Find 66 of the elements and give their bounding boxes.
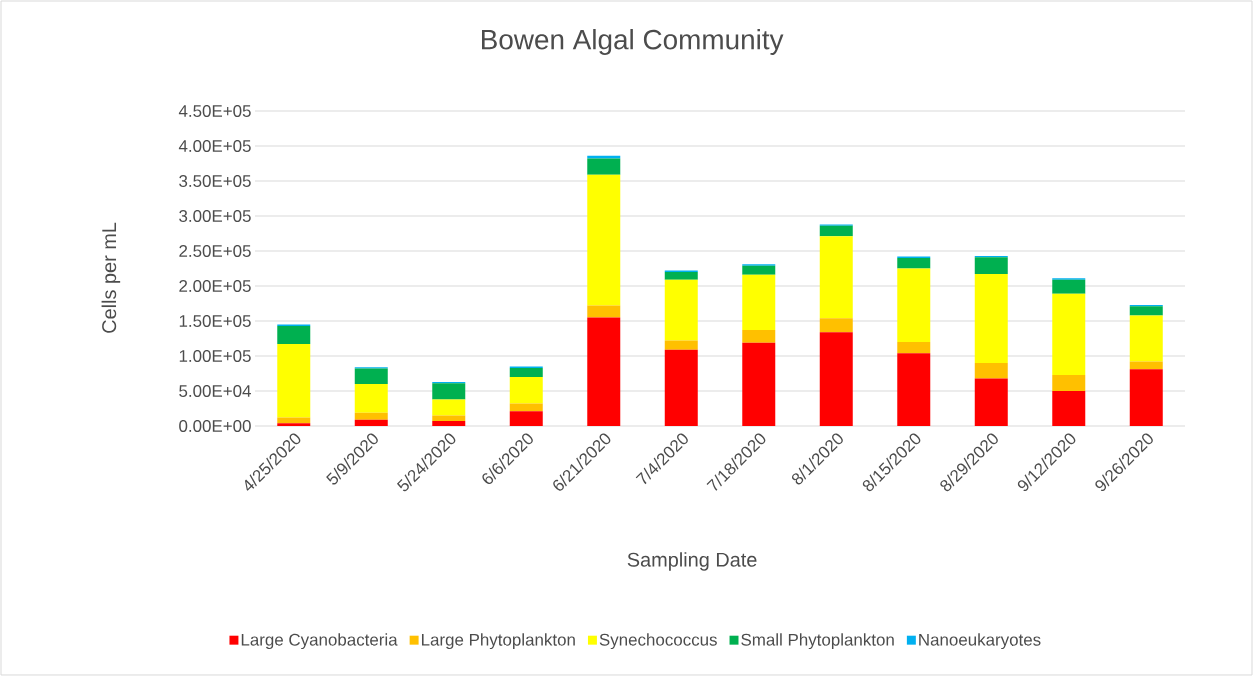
- bar: [509, 367, 543, 377]
- bar: [1129, 306, 1163, 316]
- bar: [664, 340, 698, 350]
- bar: [432, 383, 466, 400]
- bar: [664, 349, 698, 426]
- y-tick-label: 5.00E+04: [179, 384, 251, 397]
- chart-title: Bowen Algal Community: [482, 29, 784, 55]
- legend-label: Large Cyanobacteria: [241, 633, 398, 650]
- y-tick-label: 4.00E+05: [178, 139, 251, 152]
- bar: [897, 341, 931, 354]
- bar: [742, 265, 776, 275]
- bar: [354, 383, 388, 413]
- bar: [354, 368, 388, 384]
- bar: [277, 325, 311, 345]
- bar: [587, 174, 621, 306]
- bar: [587, 158, 621, 175]
- bar: [897, 268, 931, 342]
- legend-label: Synechococcus: [599, 633, 717, 650]
- bar: [819, 225, 853, 237]
- bar: [974, 378, 1008, 426]
- y-tick-label: 3.00E+05: [179, 209, 251, 222]
- bar: [742, 342, 776, 426]
- y-tick-label: 2.00E+05: [179, 279, 251, 292]
- bar: [1129, 369, 1163, 426]
- y-tick-label: 1.50E+05: [179, 314, 251, 327]
- y-tick-label: 0.00E+00: [179, 419, 251, 432]
- bar: [1129, 361, 1163, 370]
- bar: [1052, 279, 1086, 294]
- y-tick-label: 4.50E+05: [178, 104, 251, 117]
- bar: [897, 353, 931, 426]
- bar: [1052, 390, 1086, 426]
- bar: [587, 155, 621, 159]
- bar: [587, 305, 621, 318]
- bar: [509, 403, 543, 412]
- bar: [354, 412, 388, 420]
- bar: [819, 318, 853, 333]
- bar: [277, 344, 311, 418]
- bar: [974, 362, 1008, 379]
- y-tick-label: 3.50E+05: [179, 174, 251, 187]
- bar: [1052, 374, 1086, 391]
- bar: [819, 236, 853, 319]
- y-tick-label: 2.50E+05: [179, 244, 251, 257]
- bar: [742, 274, 776, 331]
- bar: [432, 415, 466, 422]
- bar: [277, 423, 311, 426]
- legend-label: Small Phytoplankton: [741, 633, 894, 650]
- bar: [509, 411, 543, 426]
- legend-label: Large Phytoplankton: [421, 633, 575, 650]
- bar: [587, 317, 621, 426]
- y-tick-label: 1.00E+05: [179, 349, 251, 362]
- bar: [742, 330, 776, 343]
- bar: [354, 419, 388, 426]
- y-axis-title: Cells per mL: [101, 222, 121, 333]
- bar: [974, 257, 1008, 275]
- bar: [432, 399, 466, 416]
- x-axis-title: Sampling Date: [627, 552, 757, 571]
- bar: [1052, 293, 1086, 375]
- bar: [509, 376, 543, 404]
- legend-label: Nanoeukaryotes: [919, 633, 1041, 650]
- bar: [897, 257, 931, 269]
- bar: [664, 279, 698, 341]
- bar: [432, 421, 466, 426]
- bar: [1129, 315, 1163, 362]
- bar: [974, 274, 1008, 363]
- bar: [664, 271, 698, 280]
- bar: [819, 332, 853, 426]
